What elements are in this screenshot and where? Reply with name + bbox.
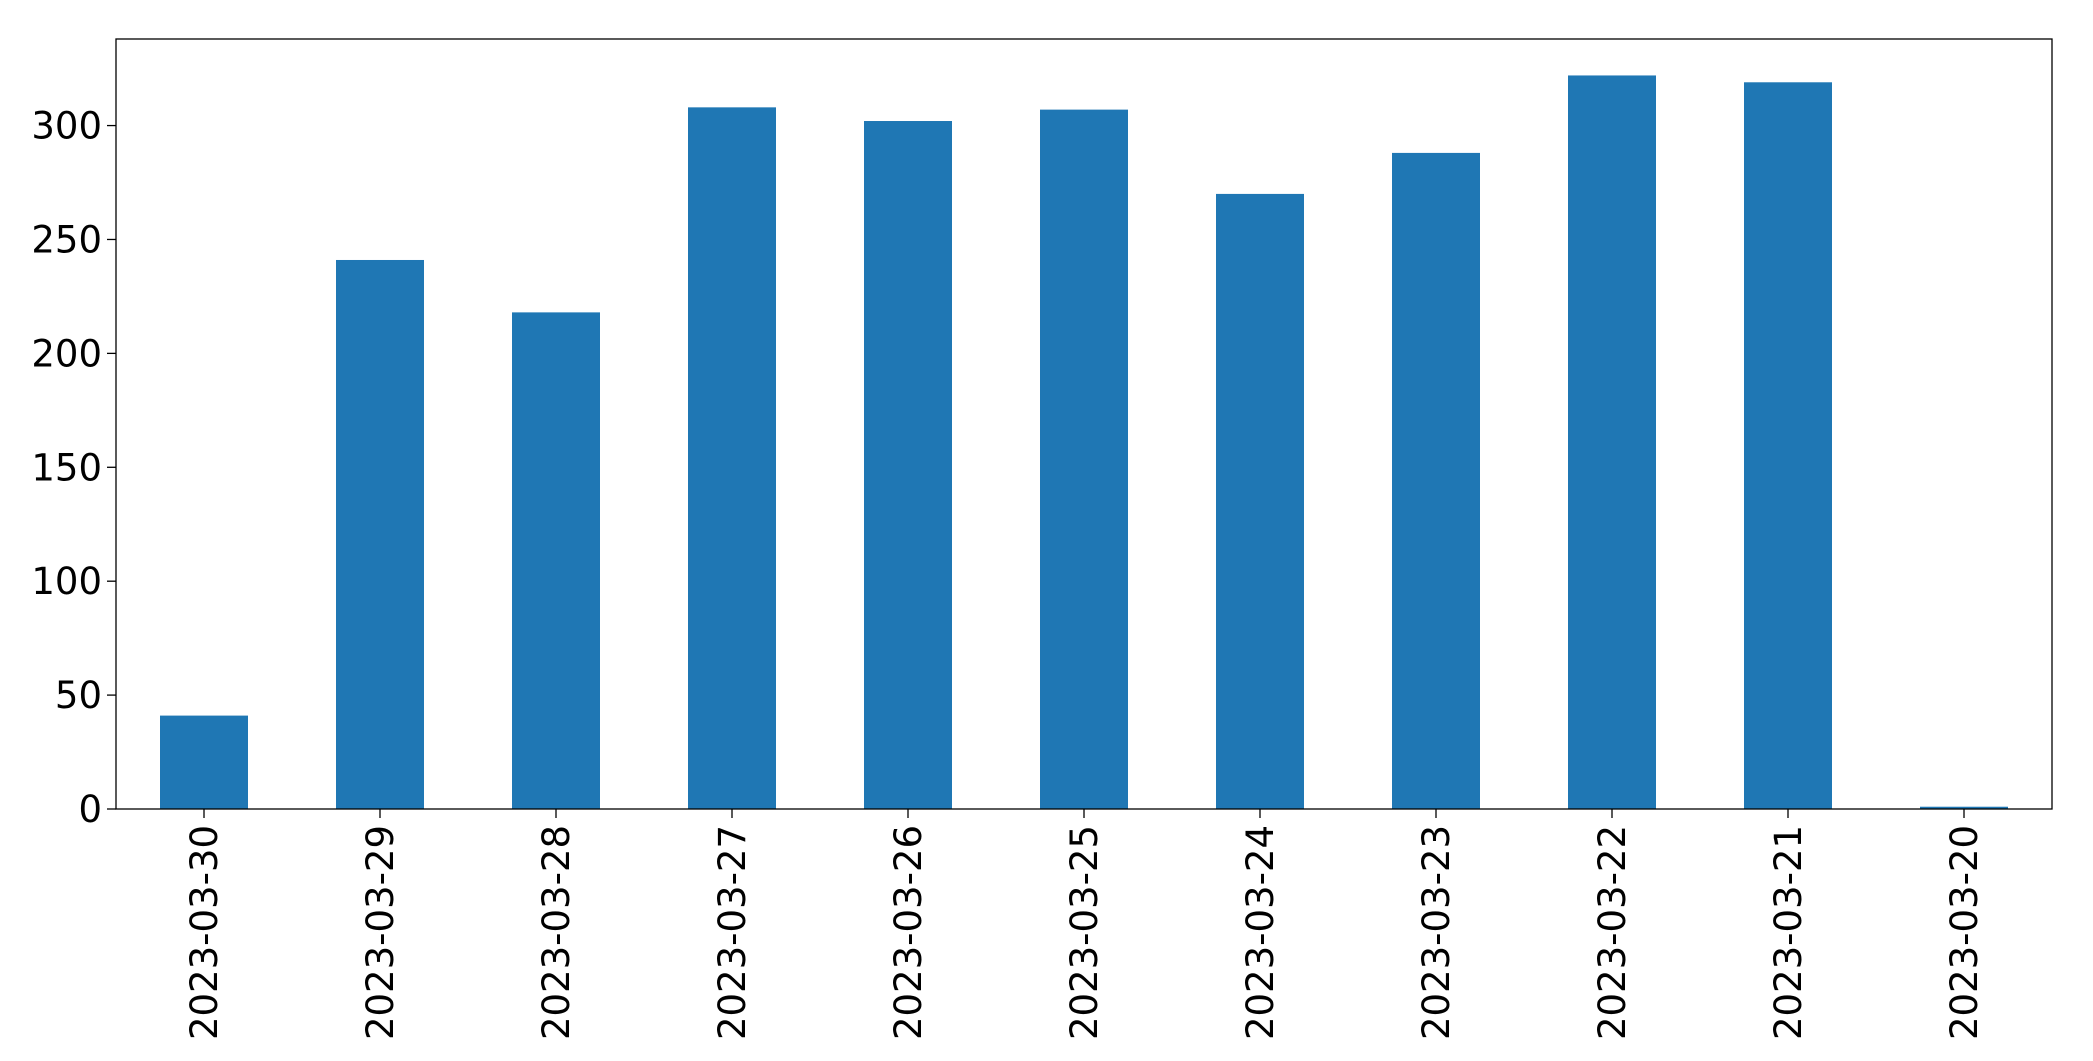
y-tick-label: 50 <box>55 674 102 717</box>
bar <box>1920 806 2008 809</box>
bar <box>160 715 248 809</box>
x-tick-label: 2023-03-24 <box>1239 825 1282 1040</box>
y-tick-label: 250 <box>31 218 102 261</box>
x-tick-label: 2023-03-25 <box>1063 825 1106 1040</box>
bar <box>1216 193 1304 809</box>
plot-frame <box>115 38 2053 810</box>
x-tick-label: 2023-03-23 <box>1415 825 1458 1040</box>
y-tick-label: 300 <box>31 105 102 148</box>
y-tick-label: 0 <box>78 788 102 831</box>
bar <box>688 107 776 809</box>
x-tick-label: 2023-03-28 <box>535 825 578 1040</box>
bar <box>1392 152 1480 809</box>
bar <box>1568 75 1656 809</box>
x-tick-label: 2023-03-27 <box>711 825 754 1040</box>
x-tick-label: 2023-03-30 <box>183 825 226 1040</box>
y-tick-label: 100 <box>31 560 102 603</box>
x-tick-label: 2023-03-26 <box>887 825 930 1040</box>
x-tick-label: 2023-03-20 <box>1943 825 1986 1040</box>
x-tick-label: 2023-03-22 <box>1591 825 1634 1040</box>
y-tick-label: 200 <box>31 332 102 375</box>
bar <box>1744 82 1832 809</box>
x-tick-label: 2023-03-29 <box>359 825 402 1040</box>
bar <box>864 121 952 809</box>
bar <box>1040 109 1128 810</box>
x-tick-label: 2023-03-21 <box>1767 825 1810 1040</box>
bar <box>512 312 600 809</box>
bar <box>336 259 424 809</box>
y-tick-label: 150 <box>31 446 102 489</box>
